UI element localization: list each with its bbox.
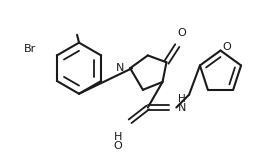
Text: H: H [178, 94, 186, 104]
Text: O: O [113, 141, 122, 151]
Text: N: N [178, 103, 187, 113]
Text: O: O [178, 28, 186, 38]
Text: O: O [222, 42, 231, 52]
Text: N: N [116, 63, 124, 73]
Text: Br: Br [24, 44, 36, 54]
Text: H: H [114, 132, 123, 142]
